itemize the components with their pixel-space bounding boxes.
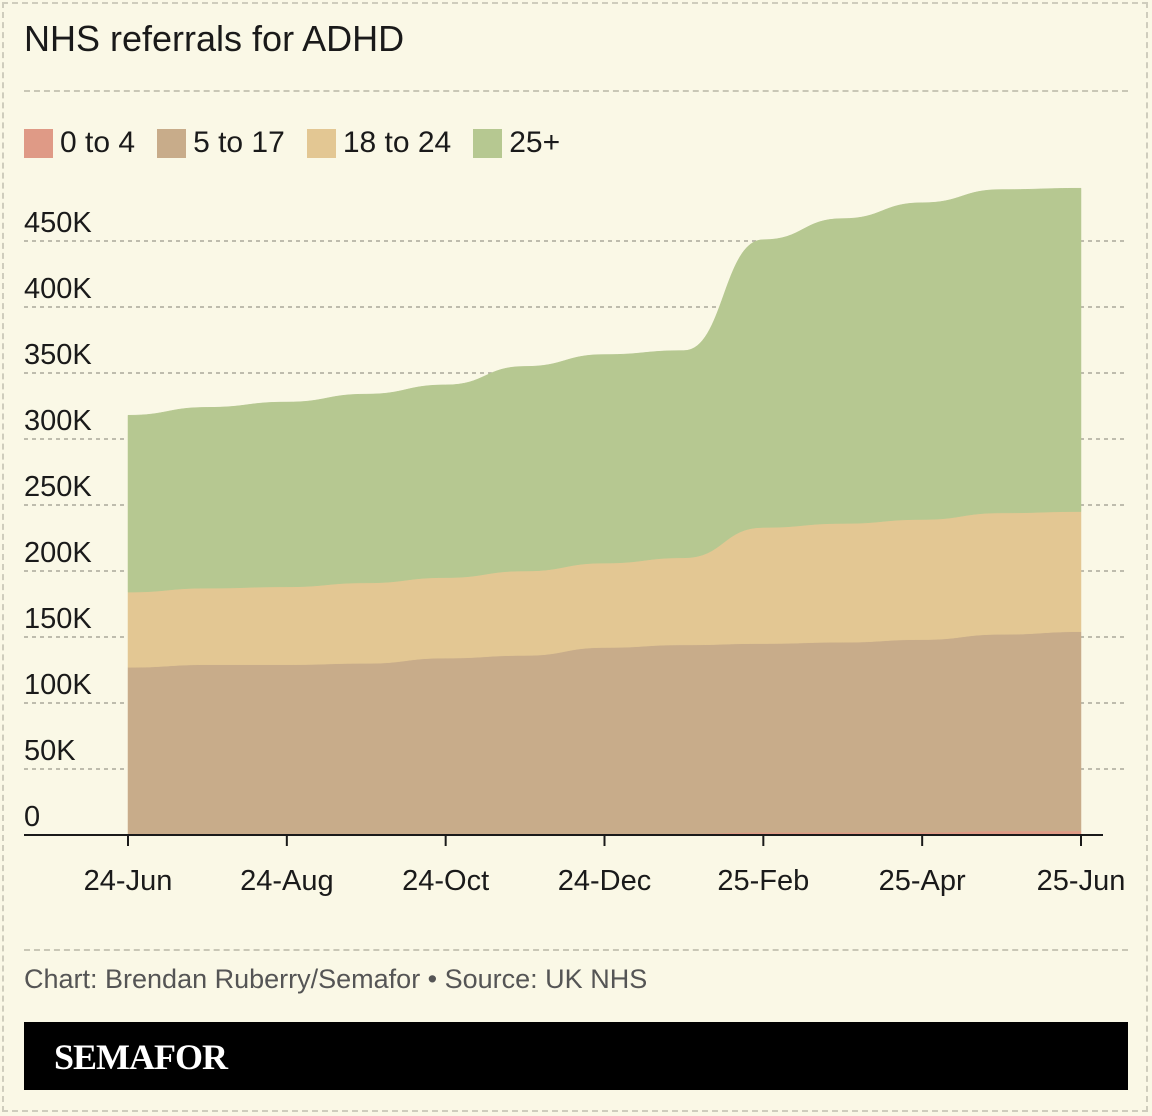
legend-item: 25+: [473, 126, 560, 160]
x-tick-label: 24-Jun: [84, 865, 173, 897]
chart-svg: 0 50K 100K 150K 200K 250K 300K 350K 400K 450K 24-J…: [24, 187, 1128, 897]
x-tick-label: 25-Feb: [717, 865, 809, 897]
x-tick-label: 24-Aug: [240, 865, 334, 897]
legend: 0 to 4 5 to 17 18 to 24 25+: [24, 126, 582, 160]
y-tick-label: 450K: [24, 207, 92, 239]
legend-swatch: [306, 128, 336, 158]
legend-item: 0 to 4: [24, 126, 135, 160]
y-tick-label: 250K: [24, 471, 92, 503]
source-note: Chart: Brendan Ruberry/Semafor • Source:…: [24, 964, 648, 994]
legend-label: 0 to 4: [60, 126, 136, 159]
semafor-logo: SEMAFOR: [54, 1037, 228, 1077]
legend-label: 18 to 24: [342, 126, 452, 159]
legend-swatch: [157, 128, 187, 158]
y-tick-label: 50K: [24, 735, 76, 767]
y-tick-label: 200K: [24, 537, 92, 569]
area-25-: [127, 187, 1082, 593]
legend-label: 25+: [509, 126, 561, 159]
legend-item: 5 to 17: [157, 126, 285, 160]
x-tick-label: 24-Oct: [402, 865, 489, 897]
legend-swatch: [473, 128, 503, 158]
y-tick-label: 300K: [24, 405, 92, 437]
divider: [24, 949, 1128, 951]
brand-bar: SEMAFOR: [24, 1022, 1128, 1090]
y-tick-label: 100K: [24, 669, 92, 701]
y-tick-label: 350K: [24, 339, 92, 371]
y-tick-label: 150K: [24, 603, 92, 635]
y-tick-label: 400K: [24, 273, 92, 305]
legend-swatch: [24, 128, 53, 158]
legend-label: 5 to 17: [193, 126, 285, 159]
legend-item: 18 to 24: [306, 126, 452, 160]
x-tick-label: 24-Dec: [558, 865, 652, 897]
x-tick-label: 25-Jun: [1037, 865, 1126, 897]
chart-title: NHS referrals for ADHD: [24, 18, 405, 59]
divider: [24, 90, 1128, 92]
y-tick-label: 0: [24, 801, 40, 833]
x-tick-label: 25-Apr: [879, 865, 966, 897]
